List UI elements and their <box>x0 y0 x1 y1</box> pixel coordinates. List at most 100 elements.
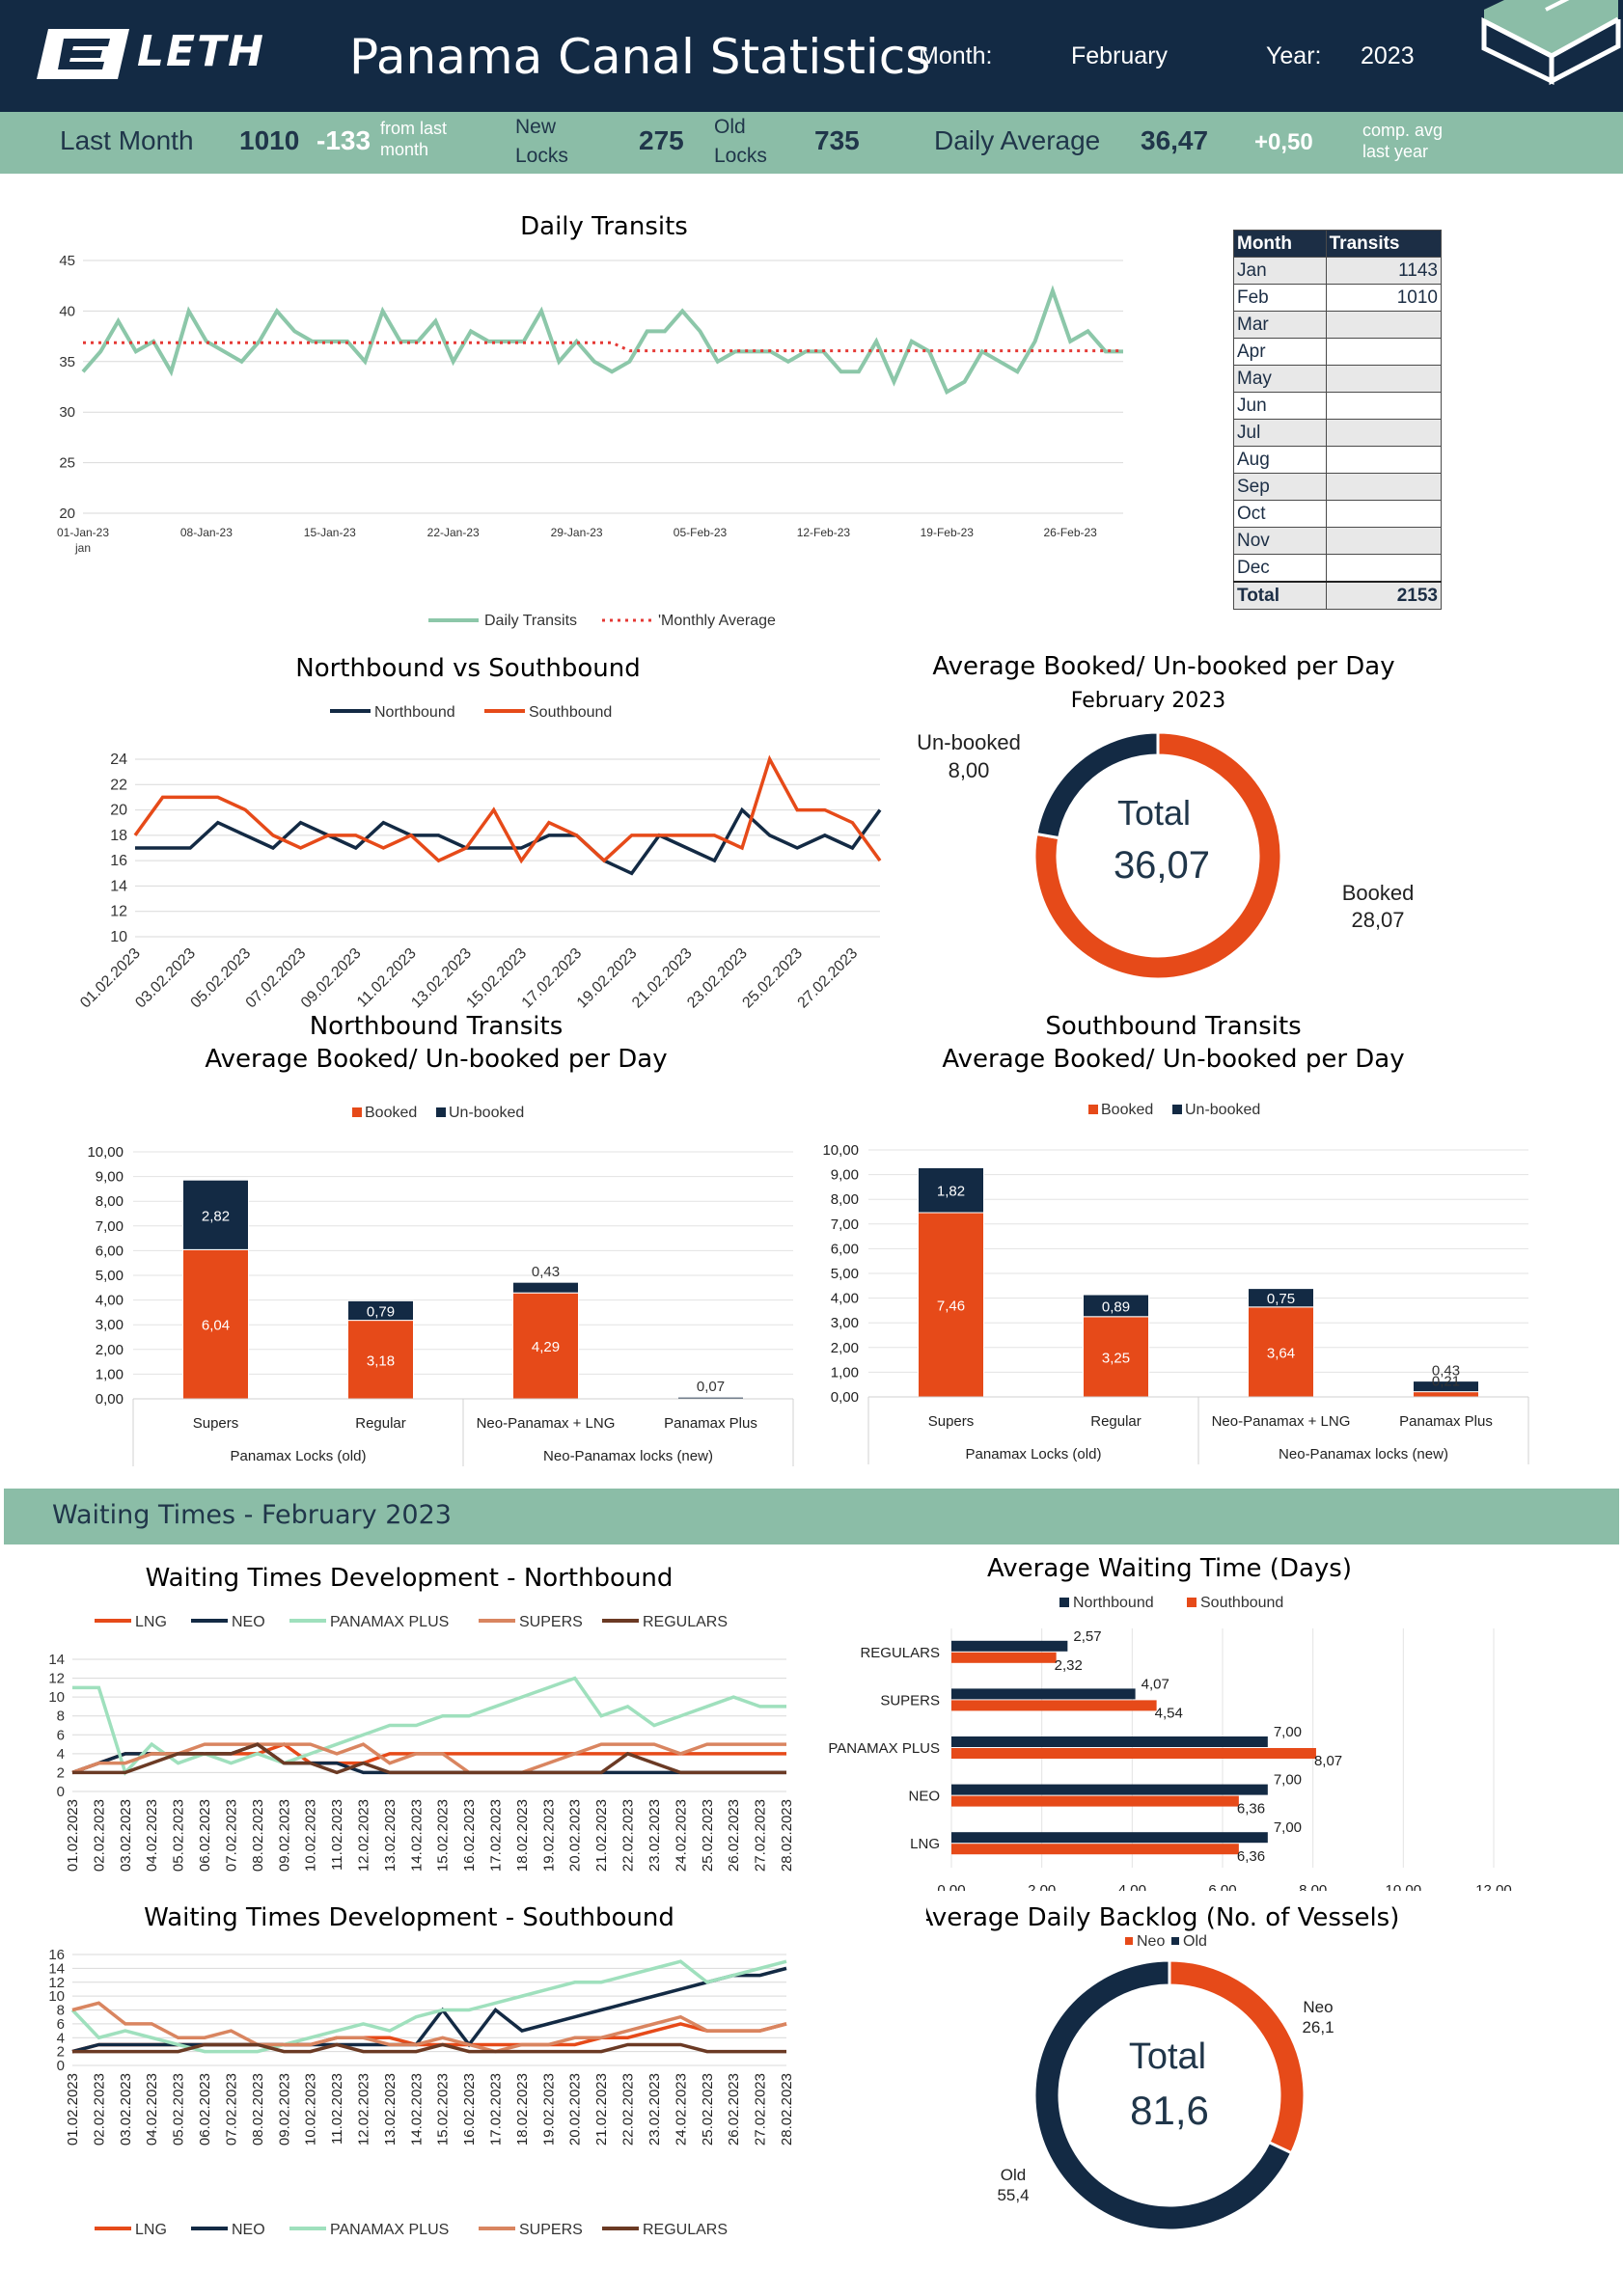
x-tick-label: 05.02.2023 <box>171 1799 187 1872</box>
y-category-label: NEO <box>908 1789 940 1805</box>
chart-title: Waiting Times Development - Northbound <box>146 1564 674 1593</box>
x-tick-label: 01.02.2023 <box>65 1799 81 1872</box>
transits-cell <box>1325 365 1443 393</box>
bar-value-label: 7,46 <box>937 1298 965 1315</box>
x-tick-label: 26-Feb-23 <box>1043 526 1097 539</box>
y-tick-label: 12 <box>48 1975 65 1991</box>
y-tick-label: 14 <box>110 878 127 894</box>
legend-label: Southbound <box>1200 1595 1283 1611</box>
table-row: May <box>1233 365 1443 393</box>
bar-value-label: 0,07 <box>697 1379 725 1395</box>
x-category-label: Neo-Panamax + LNG <box>477 1415 616 1432</box>
slice-name-label: Neo <box>1303 1998 1333 2016</box>
total-value: 2153 <box>1325 581 1443 610</box>
y-tick-label: 14 <box>48 1652 65 1668</box>
legend-label: LNG <box>135 2222 167 2238</box>
x-tick-label: 8,00 <box>1299 1882 1327 1891</box>
x-tick-label: 15-Jan-23 <box>304 526 356 539</box>
y-tick-label: 45 <box>59 253 75 269</box>
bar-booked <box>1083 1316 1149 1398</box>
slice-value-label: 8,00 <box>949 758 990 782</box>
x-tick-label: 26.02.2023 <box>726 2073 742 2146</box>
x-category-label: Panamax Plus <box>664 1415 757 1432</box>
x-tick-label: 24.02.2023 <box>673 1799 689 1872</box>
series-line-panamax-plus <box>72 1676 786 1776</box>
bar-value-label: 4,54 <box>1155 1705 1183 1721</box>
y-tick-label: 2 <box>57 1764 65 1781</box>
y-tick-label: 10 <box>110 929 127 945</box>
x-tick-label: 01-Jan-23 <box>57 526 109 539</box>
year-value[interactable]: 2023 <box>1361 42 1415 69</box>
bar-value-label: 3,18 <box>367 1353 395 1369</box>
x-tick-label: 28.02.2023 <box>779 2073 795 2146</box>
legend-swatch <box>352 1107 362 1117</box>
y-tick-label: 3,00 <box>831 1315 859 1331</box>
transits-cell: 1143 <box>1325 257 1443 285</box>
y-tick-label: 22 <box>110 777 127 793</box>
table-header-row: Month Transits <box>1233 230 1443 258</box>
x-tick-label: 02.02.2023 <box>91 1799 107 1872</box>
bar-value-label: 7,00 <box>1274 1724 1302 1740</box>
north-vs-south-chart: Northbound vs Southbound Northbound Southb… <box>77 654 882 1008</box>
legend-label: NEO <box>232 2222 265 2238</box>
waiting-northbound-chart: Waiting Times Development - Northbound LN… <box>48 1564 795 1872</box>
x-sublabel: jan <box>74 541 91 555</box>
y-tick-label: 8,00 <box>96 1193 124 1210</box>
cube-icon <box>1481 0 1621 86</box>
transits-cell: 1010 <box>1325 284 1443 312</box>
bar-un-booked <box>1083 1294 1149 1318</box>
chart-title: Northbound vs Southbound <box>295 654 641 683</box>
slice-name-label: Booked <box>1342 881 1415 905</box>
y-tick-label: 10 <box>48 1988 65 2005</box>
series-line-northbound <box>135 806 882 876</box>
month-cell: Oct <box>1233 500 1327 528</box>
table-row: Feb 1010 <box>1233 284 1443 312</box>
x-group-label: Panamax Locks (old) <box>966 1446 1102 1462</box>
x-tick-label: 09.02.2023 <box>276 1799 292 1872</box>
northbound-transits-chart: Northbound Transits Average Booked/ Un-bo… <box>87 1012 794 1466</box>
waiting-southbound-chart: Waiting Times Development - Southbound LN… <box>48 1903 795 2238</box>
y-tick-label: 3,00 <box>96 1317 124 1333</box>
center-label: Total <box>1129 2036 1206 2077</box>
bar-value-label: 3,25 <box>1102 1350 1130 1366</box>
x-tick-label: 02.02.2023 <box>91 2073 107 2146</box>
x-tick-label: 17.02.2023 <box>488 2073 505 2146</box>
x-tick-label: 12.02.2023 <box>355 2073 371 2146</box>
bar-un-booked <box>182 1179 249 1250</box>
legend-swatch <box>1088 1105 1098 1114</box>
table-row: Jan 1143 <box>1233 257 1443 285</box>
daily-average-value: 36,47 <box>1141 125 1209 155</box>
x-tick-label: 14.02.2023 <box>408 2073 425 2146</box>
bar-value-label: 0,75 <box>1267 1291 1295 1307</box>
x-tick-label: 08.02.2023 <box>250 1799 266 1872</box>
chart-title: Average Waiting Time (Days) <box>987 1554 1352 1583</box>
y-tick-label: 9,00 <box>96 1169 124 1186</box>
x-tick-label: 18.02.2023 <box>514 1799 531 1872</box>
x-tick-label: 27.02.2023 <box>753 1799 769 1872</box>
x-tick-label: 04.02.2023 <box>144 1799 160 1872</box>
month-value[interactable]: February <box>1071 42 1169 69</box>
y-tick-label: 10,00 <box>822 1142 859 1159</box>
y-category-label: SUPERS <box>880 1692 940 1708</box>
x-tick-label: 21.02.2023 <box>593 2073 610 2146</box>
y-tick-label: 16 <box>110 853 127 869</box>
chart-title: Southbound Transits <box>1045 1012 1301 1041</box>
transits-cell <box>1325 338 1443 366</box>
series-line-southbound <box>133 754 882 864</box>
month-cell: Feb <box>1233 284 1327 312</box>
y-tick-label: 0,00 <box>831 1389 859 1406</box>
y-tick-label: 6,00 <box>831 1241 859 1257</box>
waiting-times-bar <box>4 1489 1619 1544</box>
series-line-neo <box>71 1966 787 2054</box>
chart-title: Average Booked/ Un-booked per Day <box>932 652 1394 681</box>
x-group-label: Neo-Panamax locks (new) <box>1279 1446 1448 1462</box>
table-total-row: Total 2153 <box>1233 581 1443 610</box>
slice-name-label: Old <box>1001 2166 1026 2184</box>
y-tick-label: 12 <box>110 904 127 920</box>
bar-un-booked <box>1248 1288 1314 1308</box>
new-locks-label: New Locks <box>515 116 568 167</box>
last-month-delta-note: from last month <box>380 119 448 159</box>
month-cell: Mar <box>1233 311 1327 339</box>
southbound-transits-chart: Southbound Transits Average Booked/ Un-bo… <box>822 1012 1529 1464</box>
kpi-bar <box>0 112 1623 174</box>
